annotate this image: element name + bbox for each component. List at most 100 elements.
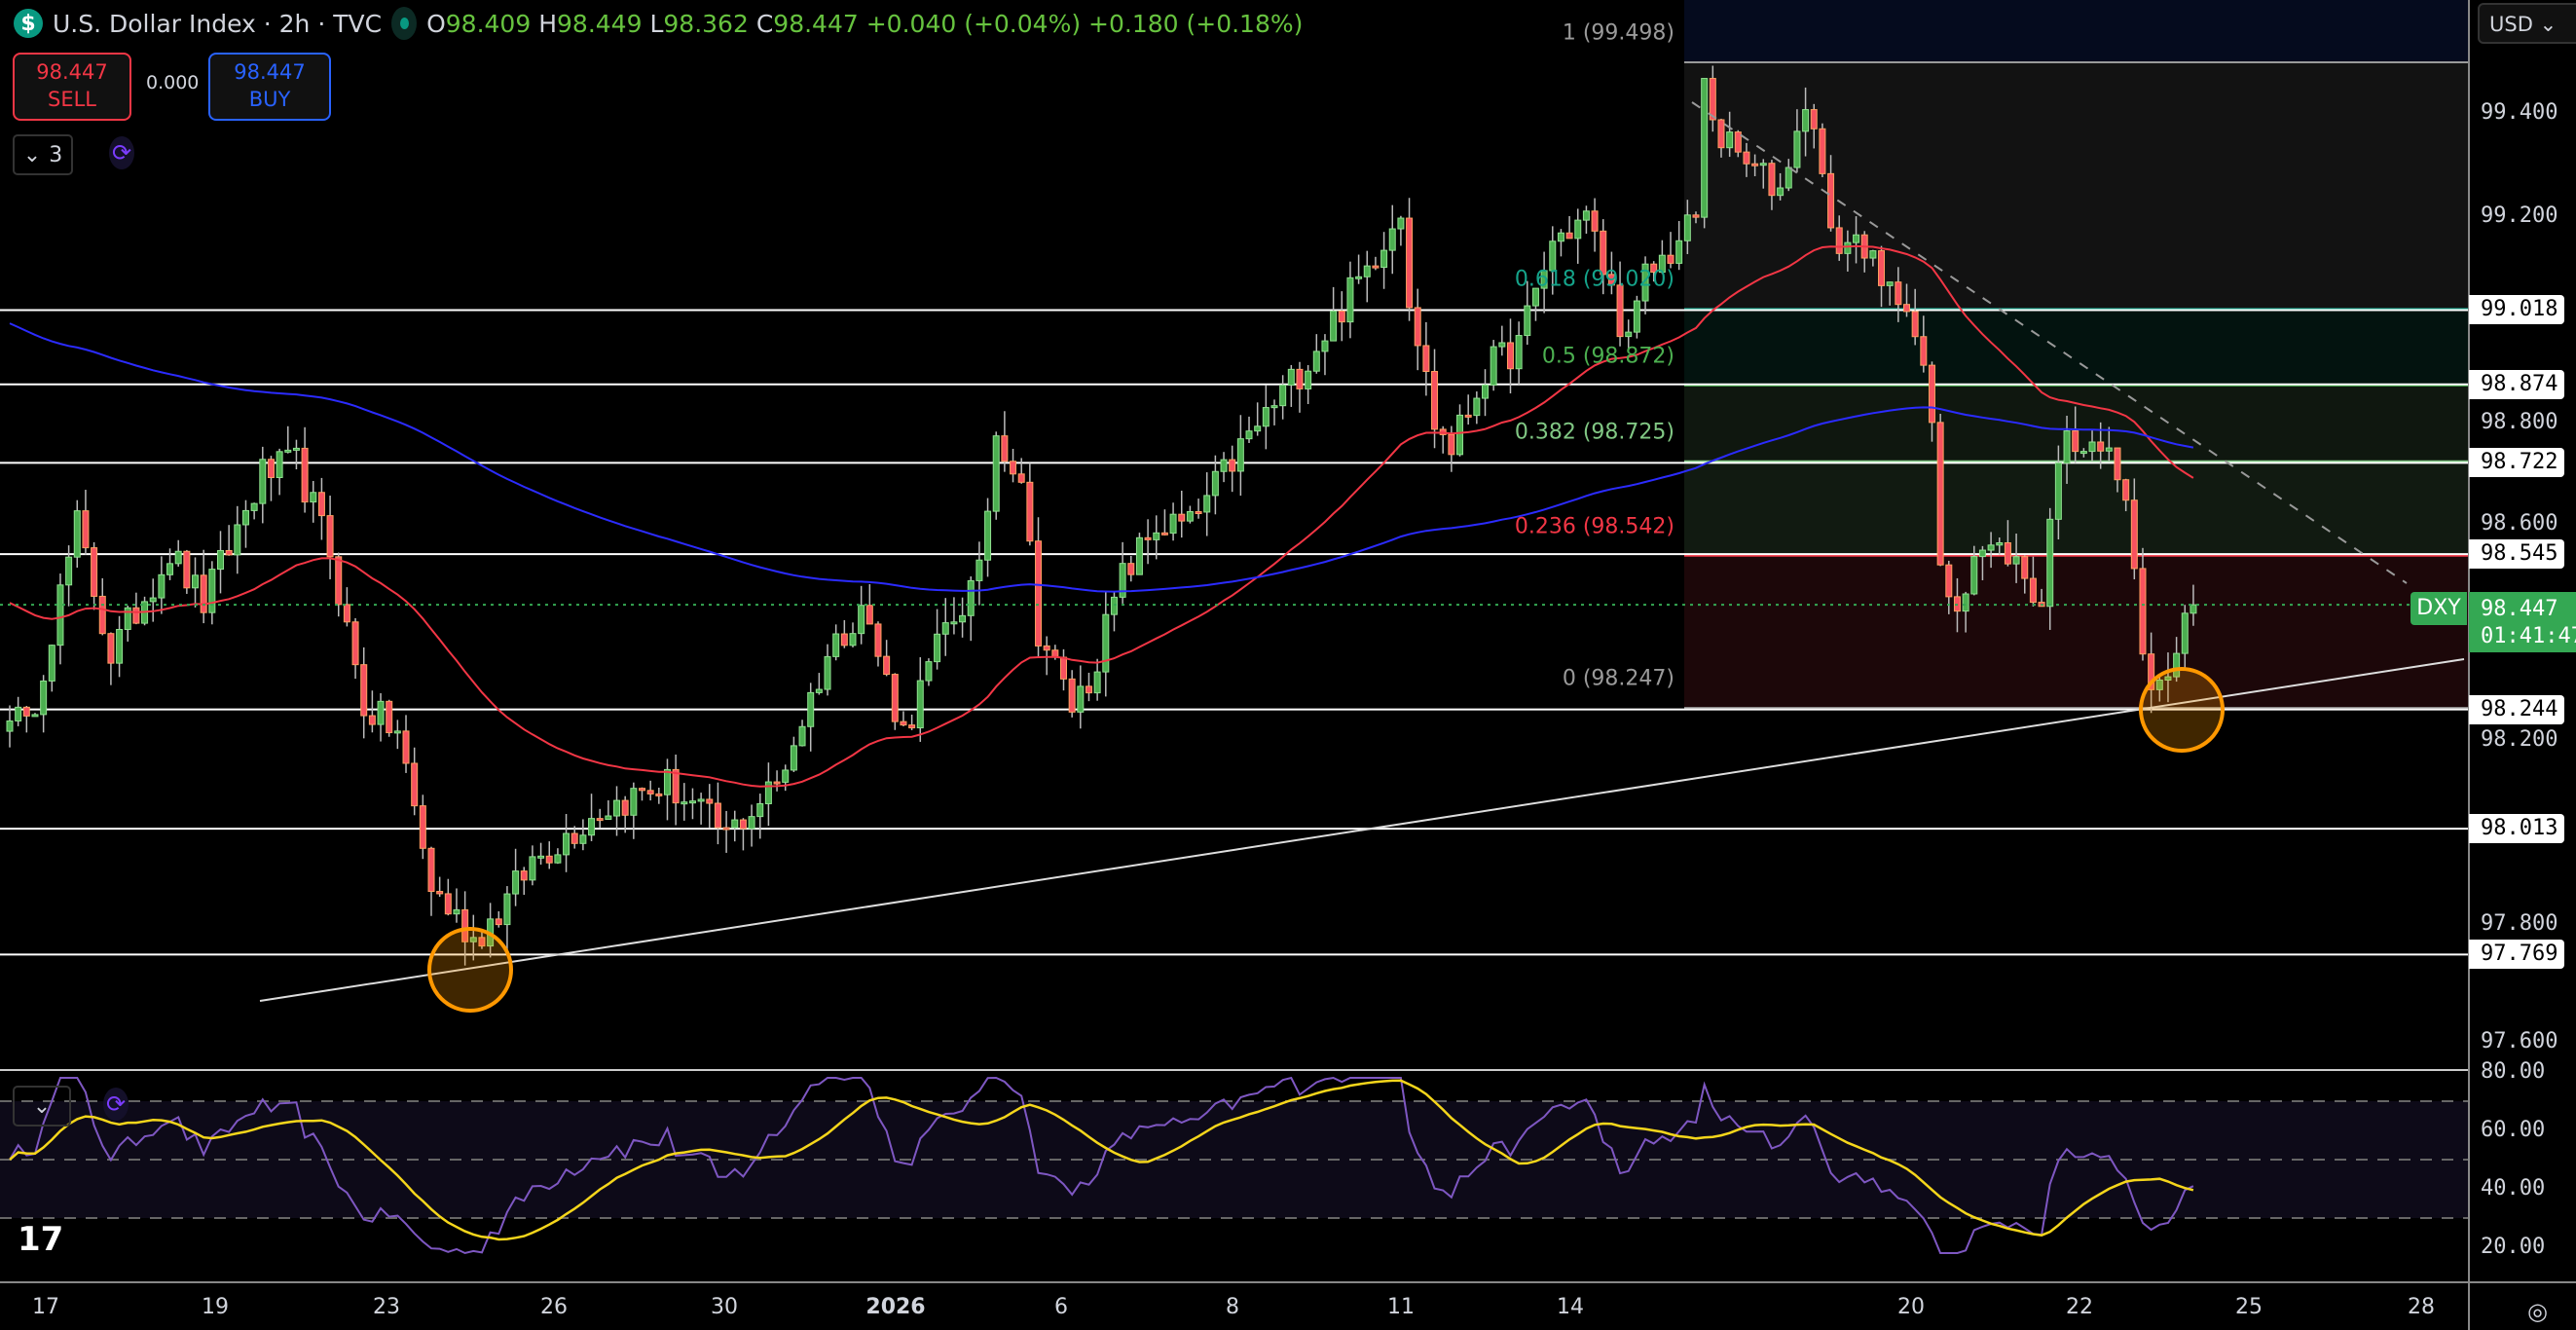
price-level-badge: 99.018: [2469, 295, 2564, 325]
candle-body: [1270, 405, 1278, 409]
candle-body: [545, 855, 553, 864]
dollar-icon: $: [14, 9, 43, 38]
candle-body: [1085, 685, 1092, 694]
candle-body: [368, 715, 376, 725]
candle-body: [1565, 232, 1573, 240]
candle: [706, 784, 714, 829]
currency-dropdown[interactable]: USD ⌄: [2478, 3, 2576, 44]
indicator-collapse-button[interactable]: ⌄ 3: [13, 134, 73, 175]
descending-trendline: [1691, 101, 2408, 584]
buy-button[interactable]: 98.447 BUY: [208, 53, 331, 121]
candle-body: [1945, 564, 1953, 598]
candle: [605, 800, 612, 821]
candle: [40, 675, 48, 733]
candle-body: [411, 762, 419, 807]
candle-body: [1279, 385, 1287, 407]
candle-body: [1768, 163, 1776, 197]
candle: [992, 431, 1000, 520]
rsi-collapse-button[interactable]: ⌄: [13, 1086, 71, 1127]
candle: [950, 597, 958, 635]
candle-body: [934, 633, 941, 663]
fib-label: 0 (98.247): [1562, 666, 1674, 691]
candle-body: [1456, 414, 1464, 456]
candle-body: [1203, 495, 1211, 513]
candle: [48, 645, 55, 692]
sync-icon[interactable]: ⟳: [109, 136, 134, 169]
sell-button[interactable]: 98.447 SELL: [13, 53, 131, 121]
fib-zone: [1684, 62, 2468, 310]
candle-body: [2079, 451, 2087, 455]
candle-body: [292, 447, 300, 451]
candle-body: [124, 607, 131, 630]
candle-body: [1827, 172, 1835, 229]
chart-settings-icon[interactable]: ◎: [2527, 1298, 2548, 1325]
rsi-tick: 80.00: [2481, 1059, 2546, 1084]
candle-body: [1169, 513, 1177, 535]
candle-body: [1777, 187, 1785, 197]
candle: [630, 782, 638, 839]
candle: [495, 910, 502, 928]
symbol-tag: DXY: [2410, 592, 2467, 625]
candle-body: [453, 908, 460, 915]
symbol-title[interactable]: U.S. Dollar Index · 2h · TVC: [53, 9, 383, 38]
candle-body: [1515, 335, 1523, 370]
candle: [1060, 648, 1067, 691]
tradingview-logo[interactable]: 17: [18, 1220, 64, 1259]
candle: [579, 819, 587, 851]
candle-body: [427, 847, 435, 893]
candle: [1641, 256, 1649, 314]
candle-body: [225, 549, 233, 556]
candle: [386, 699, 393, 737]
candle: [908, 714, 916, 730]
candle-body: [1751, 163, 1759, 166]
candle: [360, 647, 368, 739]
candle-body: [1119, 563, 1126, 598]
candle: [681, 783, 688, 821]
candle-body: [1675, 240, 1683, 264]
candle-body: [495, 918, 502, 926]
rsi-tick: 20.00: [2481, 1235, 2546, 1259]
candle: [570, 826, 578, 849]
candle: [1085, 672, 1092, 702]
candle-body: [1010, 461, 1017, 475]
candle-body: [1380, 249, 1388, 269]
candle-body: [605, 815, 612, 821]
candle: [537, 842, 545, 866]
candle: [2148, 632, 2155, 714]
candle: [1768, 160, 1776, 210]
candle-body: [1607, 274, 1615, 286]
candle-body: [1397, 217, 1405, 230]
candle: [326, 496, 334, 579]
candle: [1153, 515, 1160, 560]
candle: [267, 456, 275, 501]
candle-body: [1683, 214, 1691, 241]
candle-body: [174, 550, 182, 565]
candle-body: [1835, 227, 1843, 254]
candle: [310, 481, 317, 523]
candle-body: [82, 510, 90, 549]
candle-body: [2063, 430, 2071, 464]
candle-body: [343, 604, 350, 623]
sync-icon[interactable]: ⟳: [103, 1088, 129, 1121]
candle-body: [301, 447, 309, 503]
candle: [56, 573, 64, 665]
price-tick: 97.600: [2481, 1029, 2558, 1053]
candle-body: [900, 720, 907, 726]
candle: [158, 556, 166, 614]
candle: [1987, 532, 1995, 569]
candle-body: [722, 827, 730, 831]
candle: [166, 548, 174, 580]
time-tick: 20: [1897, 1295, 1925, 1319]
candle: [234, 505, 241, 574]
candle: [1793, 109, 1801, 173]
candle-body: [1060, 656, 1067, 680]
candle: [1077, 665, 1085, 729]
candle-body: [503, 893, 511, 926]
candle: [1017, 458, 1025, 484]
candle: [613, 786, 621, 836]
candle-body: [1658, 254, 1666, 274]
candle: [436, 876, 444, 898]
candle-body: [2046, 518, 2054, 608]
candle: [2122, 478, 2130, 512]
